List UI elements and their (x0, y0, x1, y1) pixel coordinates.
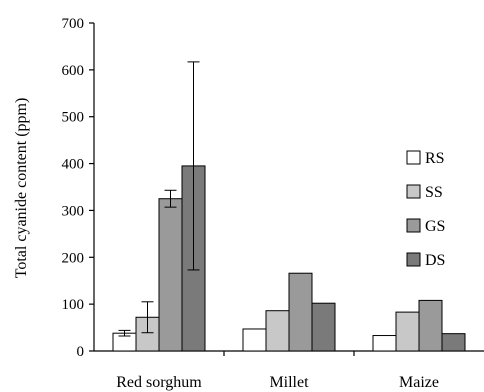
legend: RS SS GS DS (406, 150, 445, 269)
y-tick-label: 400 (62, 157, 85, 173)
bars (112, 165, 466, 352)
y-tick-label: 600 (62, 63, 85, 79)
y-tick-label: 700 (62, 16, 85, 32)
category-label: Maize (399, 374, 439, 391)
bar-ss-2 (395, 311, 420, 352)
legend-label-ss: SS (425, 184, 443, 201)
bar-gs-0 (158, 198, 183, 352)
y-axis-ticks: 0 100 200 300 400 500 600 700 (62, 16, 94, 360)
category-label: Red sorghum (116, 374, 202, 391)
y-tick-label: 500 (62, 110, 85, 126)
legend-label-rs: RS (425, 150, 445, 167)
bar-gs-2 (418, 299, 443, 352)
legend-swatch-ds (406, 252, 421, 267)
y-tick-label: 200 (62, 250, 85, 266)
bar-rs-2 (372, 335, 397, 352)
bar-gs-1 (288, 272, 313, 352)
y-tick-label: 0 (77, 344, 85, 360)
legend-label-ds: DS (425, 252, 445, 269)
category-label: Millet (269, 374, 309, 391)
y-tick-label: 300 (62, 203, 85, 219)
bar-rs-1 (242, 328, 267, 352)
bar-ds-2 (441, 333, 466, 352)
legend-label-gs: GS (425, 218, 445, 235)
x-axis-labels: Red sorghum Millet Maize (116, 374, 439, 391)
legend-swatch-ss (406, 184, 421, 199)
error-bars (118, 61, 200, 337)
legend-swatch-gs (406, 218, 421, 233)
y-axis-title: Total cyanide content (ppm) (13, 98, 30, 279)
bar-ss-1 (265, 310, 290, 352)
y-tick-label: 100 (62, 297, 85, 313)
legend-swatch-rs (406, 150, 421, 165)
bar-ds-1 (311, 302, 336, 352)
